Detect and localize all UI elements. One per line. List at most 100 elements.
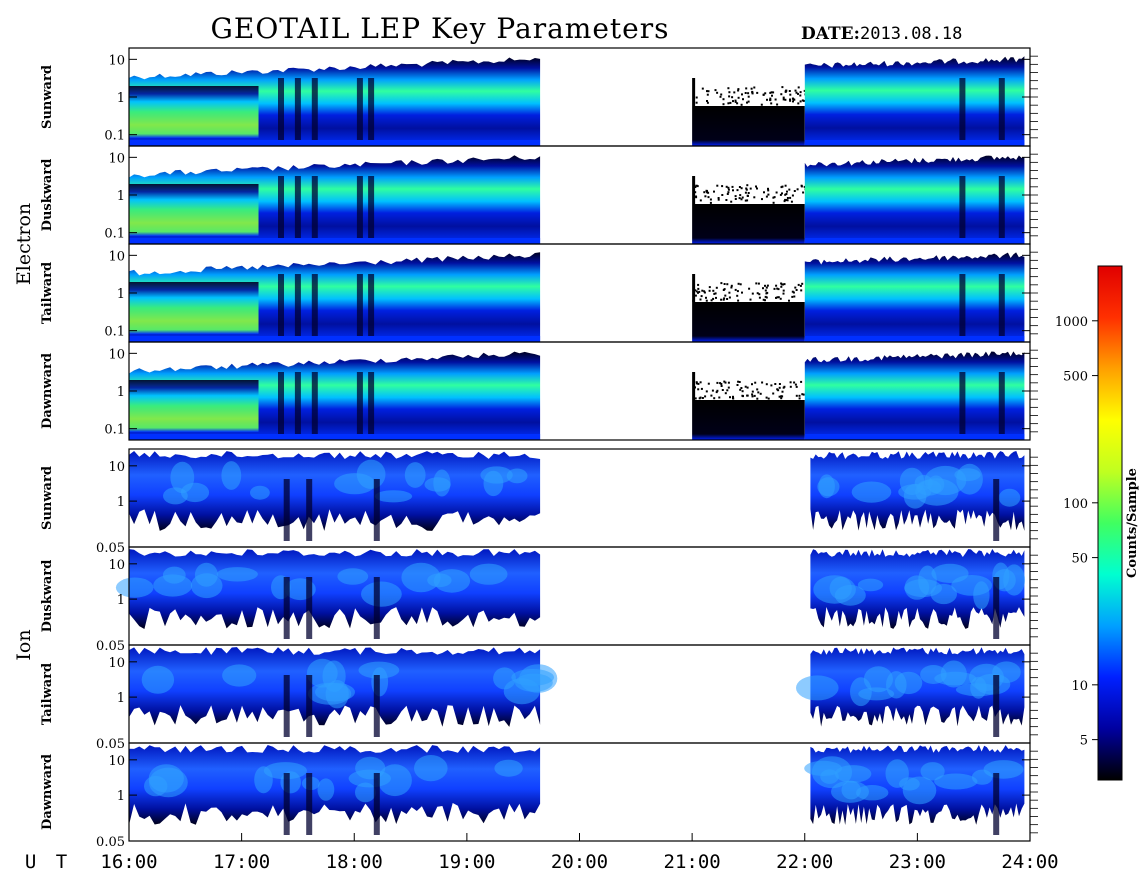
sparse-dot bbox=[781, 395, 784, 398]
sparse-dot bbox=[741, 93, 743, 96]
sparse-dot bbox=[712, 289, 715, 292]
sparse-dot bbox=[711, 389, 714, 392]
sparse-dot bbox=[756, 292, 759, 295]
sparse-dot bbox=[747, 95, 750, 98]
dip-column bbox=[294, 78, 301, 140]
y-tick-label: 1 bbox=[117, 495, 125, 510]
dip-column bbox=[368, 274, 375, 336]
sparse-dot bbox=[798, 394, 801, 397]
dip-column bbox=[311, 78, 318, 140]
ion-blob bbox=[149, 767, 188, 798]
sparse-dot bbox=[792, 291, 795, 294]
dip-column bbox=[959, 274, 966, 336]
sparse-dot bbox=[716, 184, 719, 187]
sparse-dot bbox=[791, 97, 794, 100]
electron-early-band bbox=[129, 380, 259, 432]
sparse-dot bbox=[729, 101, 732, 104]
panel-label-duskward: Duskward bbox=[40, 159, 55, 232]
dip-column bbox=[294, 176, 301, 238]
sparse-dot bbox=[720, 385, 723, 387]
sparse-dot bbox=[695, 196, 698, 199]
sparse-dot bbox=[767, 189, 770, 192]
sparse-dot bbox=[800, 289, 803, 292]
sparse-dot bbox=[760, 103, 763, 106]
sparse-dot bbox=[778, 383, 781, 385]
sparse-dot bbox=[789, 98, 791, 101]
ion-blob bbox=[433, 469, 451, 497]
sparse-dot bbox=[772, 91, 775, 94]
dip-column bbox=[998, 372, 1005, 434]
panel-electron-sunward: 10 1 0.1 Sunward bbox=[40, 47, 1038, 147]
ion-blob bbox=[414, 755, 448, 782]
sparse-dot bbox=[774, 98, 777, 101]
colorbar-tick-label: 5 bbox=[1080, 734, 1088, 749]
sparse-dot bbox=[794, 286, 797, 289]
electron-band bbox=[804, 56, 1025, 146]
sparse-dot bbox=[774, 383, 777, 385]
electron-floor bbox=[804, 238, 1025, 244]
sparse-dot bbox=[707, 196, 710, 199]
sparse-dot bbox=[746, 184, 749, 187]
sparse-dot bbox=[765, 286, 768, 289]
sparse-dot bbox=[700, 387, 703, 390]
sparse-dot bbox=[716, 381, 719, 384]
sparse-dot bbox=[773, 196, 776, 199]
y-tick-label: 10 bbox=[108, 53, 125, 68]
sparse-dot bbox=[764, 284, 766, 287]
sparse-dot bbox=[742, 98, 744, 101]
ion-blob bbox=[404, 462, 426, 488]
sparse-dot bbox=[694, 191, 697, 194]
sparse-dot bbox=[699, 199, 702, 202]
sparse-dot bbox=[767, 397, 770, 400]
ion-blob bbox=[263, 762, 307, 780]
sparse-dot bbox=[695, 381, 698, 384]
sparse-dot bbox=[755, 185, 757, 188]
panel-electron-tailward: 10 1 0.1 Tailward bbox=[40, 243, 1038, 343]
sparse-dot bbox=[712, 297, 715, 300]
y-tick-label: 0.1 bbox=[104, 325, 125, 340]
x-axis-label: U T bbox=[25, 851, 71, 873]
sparse-dot bbox=[798, 397, 801, 400]
ion-blob bbox=[818, 474, 835, 499]
sparse-dot bbox=[722, 98, 725, 101]
y-tick-label: 10 bbox=[108, 754, 125, 769]
ion-blob bbox=[374, 490, 413, 503]
sparse-dot bbox=[754, 381, 757, 384]
date-value: 2013.08.18 bbox=[860, 24, 962, 44]
sparse-dot bbox=[783, 200, 786, 203]
sparse-dot bbox=[745, 188, 748, 191]
sparse-dot bbox=[734, 288, 737, 291]
dip-column bbox=[306, 675, 313, 737]
sparse-dot bbox=[756, 388, 759, 391]
sparse-dot bbox=[698, 290, 701, 293]
sparse-dot bbox=[725, 199, 728, 201]
panel-electron-duskward: 10 1 0.1 Duskward bbox=[40, 145, 1038, 245]
sparse-dot bbox=[784, 90, 787, 93]
sparse-dot bbox=[737, 380, 740, 383]
colorbar-tick-label: 500 bbox=[1063, 370, 1088, 385]
sparse-dot bbox=[775, 191, 778, 194]
sparse-dot bbox=[723, 283, 726, 285]
sparse-dot bbox=[777, 288, 780, 291]
x-tick-label: 20:00 bbox=[551, 851, 608, 873]
sparse-dot bbox=[746, 101, 748, 104]
dip-column bbox=[283, 577, 290, 639]
sparse-dot bbox=[770, 102, 773, 105]
sparse-dot bbox=[746, 199, 749, 202]
sparse-dot bbox=[777, 296, 780, 299]
y-tick-label: 1 bbox=[117, 789, 125, 804]
sparse-dot bbox=[772, 392, 775, 395]
ion-blob bbox=[885, 759, 909, 788]
electron-floor bbox=[129, 238, 541, 244]
sparse-dot bbox=[718, 396, 721, 399]
ion-blob bbox=[857, 578, 884, 592]
sparse-dot bbox=[788, 299, 790, 302]
sparse-dot bbox=[778, 395, 781, 398]
sparse-dot bbox=[736, 290, 739, 293]
sparse-dot bbox=[789, 381, 792, 384]
dip-column bbox=[278, 372, 284, 434]
sparse-dot bbox=[751, 292, 754, 295]
y-tick-label: 1 bbox=[117, 189, 125, 204]
sparse-dot bbox=[794, 89, 797, 92]
dip-column bbox=[278, 274, 284, 336]
